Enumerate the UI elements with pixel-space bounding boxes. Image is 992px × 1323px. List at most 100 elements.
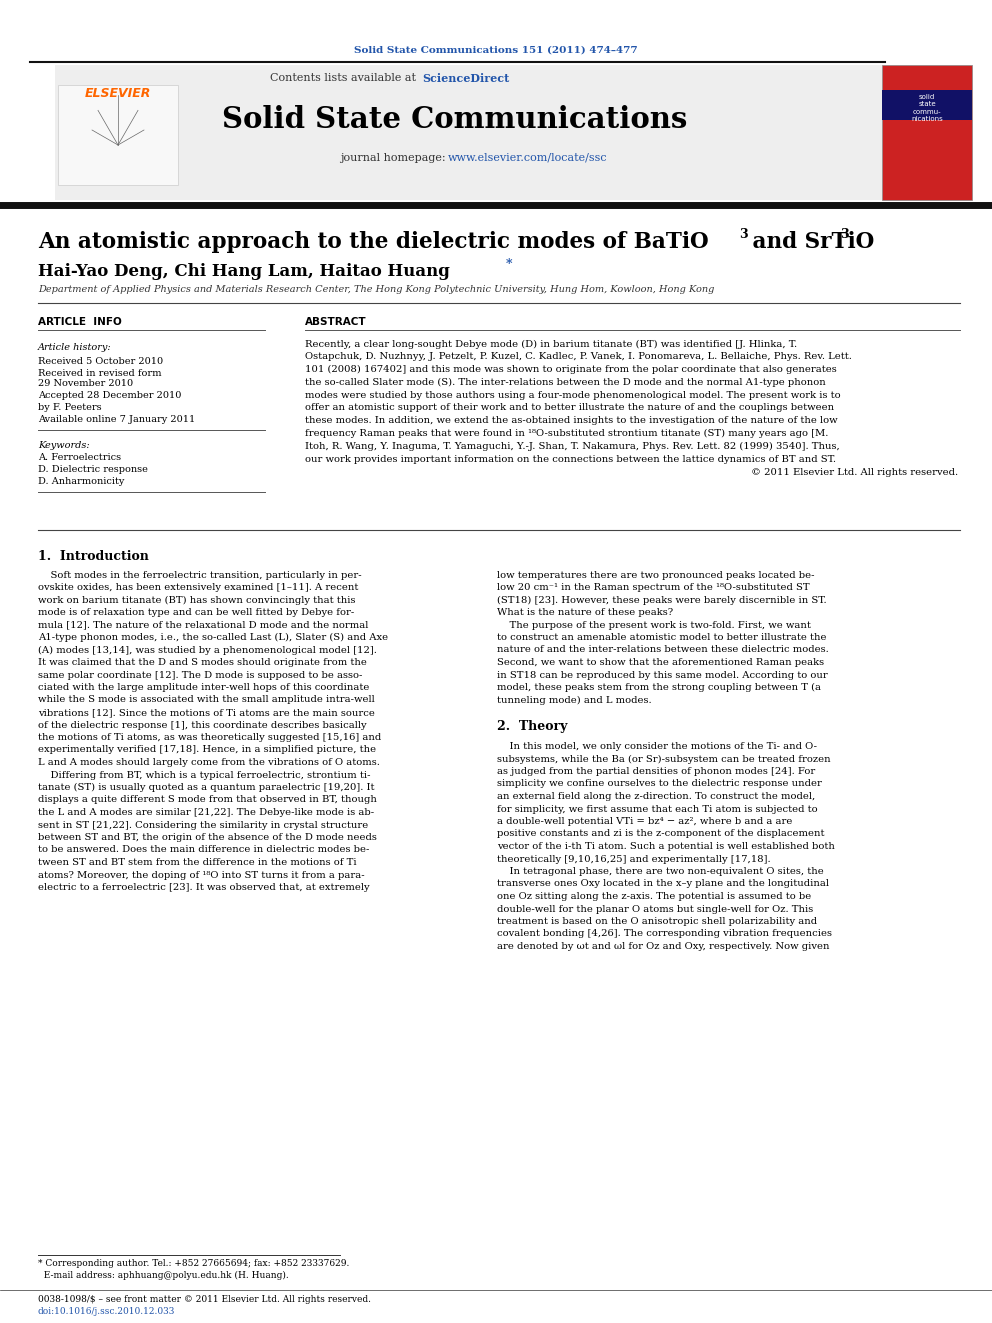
Text: ARTICLE  INFO: ARTICLE INFO [38, 318, 122, 327]
Text: * Corresponding author. Tel.: +852 27665694; fax: +852 23337629.: * Corresponding author. Tel.: +852 27665… [38, 1258, 349, 1267]
Text: an external field along the z-direction. To construct the model,: an external field along the z-direction.… [497, 792, 815, 800]
Text: 101 (2008) 167402] and this mode was shown to originate from the polar coordinat: 101 (2008) 167402] and this mode was sho… [305, 365, 836, 374]
Text: low 20 cm⁻¹ in the Raman spectrum of the ¹⁸O-substituted ST: low 20 cm⁻¹ in the Raman spectrum of the… [497, 583, 809, 591]
Text: modes were studied by those authors using a four-mode phenomenological model. Th: modes were studied by those authors usin… [305, 390, 840, 400]
Text: for simplicity, we first assume that each Ti atom is subjected to: for simplicity, we first assume that eac… [497, 804, 817, 814]
Text: ELSEVIER: ELSEVIER [84, 87, 151, 101]
Text: tunneling mode) and L modes.: tunneling mode) and L modes. [497, 696, 652, 705]
Text: theoretically [9,10,16,25] and experimentally [17,18].: theoretically [9,10,16,25] and experimen… [497, 855, 771, 864]
Text: A1-type phonon modes, i.e., the so-called Last (L), Slater (S) and Axe: A1-type phonon modes, i.e., the so-calle… [38, 632, 388, 642]
Text: treatment is based on the O anisotropic shell polarizability and: treatment is based on the O anisotropic … [497, 917, 817, 926]
Bar [882, 65, 972, 200]
Text: vector of the i-th Ti atom. Such a potential is well established both: vector of the i-th Ti atom. Such a poten… [497, 841, 835, 851]
Text: solid
state
commu-
nications: solid state commu- nications [911, 94, 942, 122]
Text: these modes. In addition, we extend the as-obtained insights to the investigatio: these modes. In addition, we extend the … [305, 417, 837, 425]
Text: Received 5 October 2010: Received 5 October 2010 [38, 356, 163, 365]
Text: Accepted 28 December 2010: Accepted 28 December 2010 [38, 392, 182, 401]
Text: In tetragonal phase, there are two non-equivalent O sites, the: In tetragonal phase, there are two non-e… [497, 867, 823, 876]
Text: to construct an amenable atomistic model to better illustrate the: to construct an amenable atomistic model… [497, 632, 826, 642]
Text: vibrations [12]. Since the motions of Ti atoms are the main source: vibrations [12]. Since the motions of Ti… [38, 708, 375, 717]
Text: A. Ferroelectrics: A. Ferroelectrics [38, 454, 121, 463]
Text: ovskite oxides, has been extensively examined [1–11]. A recent: ovskite oxides, has been extensively exa… [38, 583, 358, 591]
Text: ABSTRACT: ABSTRACT [305, 318, 367, 327]
Text: one Oz sitting along the z-axis. The potential is assumed to be: one Oz sitting along the z-axis. The pot… [497, 892, 811, 901]
Text: work on barium titanate (BT) has shown convincingly that this: work on barium titanate (BT) has shown c… [38, 595, 355, 605]
Text: tanate (ST) is usually quoted as a quantum paraelectric [19,20]. It: tanate (ST) is usually quoted as a quant… [38, 783, 375, 792]
Text: 3: 3 [739, 228, 748, 241]
Text: offer an atomistic support of their work and to better illustrate the nature of : offer an atomistic support of their work… [305, 404, 834, 413]
Text: while the S mode is associated with the small amplitude intra-well: while the S mode is associated with the … [38, 696, 375, 705]
Text: In this model, we only consider the motions of the Ti- and O-: In this model, we only consider the moti… [497, 742, 817, 751]
Text: positive constants and zi is the z-component of the displacement: positive constants and zi is the z-compo… [497, 830, 824, 839]
Text: Department of Applied Physics and Materials Research Center, The Hong Kong Polyt: Department of Applied Physics and Materi… [38, 286, 714, 295]
Text: Second, we want to show that the aforementioned Raman peaks: Second, we want to show that the aforeme… [497, 658, 824, 667]
Text: 29 November 2010: 29 November 2010 [38, 380, 133, 389]
Text: L and A modes should largely come from the vibrations of O atoms.: L and A modes should largely come from t… [38, 758, 380, 767]
Text: covalent bonding [4,26]. The corresponding vibration frequencies: covalent bonding [4,26]. The correspondi… [497, 930, 832, 938]
Text: by F. Peeters: by F. Peeters [38, 402, 101, 411]
Text: 2.  Theory: 2. Theory [497, 720, 567, 733]
Text: subsystems, while the Ba (or Sr)-subsystem can be treated frozen: subsystems, while the Ba (or Sr)-subsyst… [497, 754, 830, 763]
Bar [882, 90, 972, 120]
Text: 3: 3 [840, 228, 848, 241]
Text: © 2011 Elsevier Ltd. All rights reserved.: © 2011 Elsevier Ltd. All rights reserved… [751, 467, 958, 476]
Text: transverse ones Oxy located in the x–y plane and the longitudinal: transverse ones Oxy located in the x–y p… [497, 880, 829, 889]
Text: the motions of Ti atoms, as was theoretically suggested [15,16] and: the motions of Ti atoms, as was theoreti… [38, 733, 381, 742]
Text: between ST and BT, the origin of the absence of the D mode needs: between ST and BT, the origin of the abs… [38, 833, 377, 841]
Text: (ST18) [23]. However, these peaks were barely discernible in ST.: (ST18) [23]. However, these peaks were b… [497, 595, 826, 605]
Text: Solid State Communications 151 (2011) 474–477: Solid State Communications 151 (2011) 47… [354, 45, 638, 54]
Text: the L and A modes are similar [21,22]. The Debye-like mode is ab-: the L and A modes are similar [21,22]. T… [38, 808, 374, 818]
Text: Differing from BT, which is a typical ferroelectric, strontium ti-: Differing from BT, which is a typical fe… [38, 770, 370, 779]
Text: E-mail address: aphhuang@polyu.edu.hk (H. Huang).: E-mail address: aphhuang@polyu.edu.hk (H… [38, 1270, 289, 1279]
Text: ciated with the large amplitude inter-well hops of this coordinate: ciated with the large amplitude inter-we… [38, 683, 369, 692]
Text: mode is of relaxation type and can be well fitted by Debye for-: mode is of relaxation type and can be we… [38, 609, 354, 617]
Text: The purpose of the present work is two-fold. First, we want: The purpose of the present work is two-f… [497, 620, 810, 630]
Text: sent in ST [21,22]. Considering the similarity in crystal structure: sent in ST [21,22]. Considering the simi… [38, 820, 368, 830]
Text: Itoh, R. Wang, Y. Inaguma, T. Yamaguchi, Y.-J. Shan, T. Nakamura, Phys. Rev. Let: Itoh, R. Wang, Y. Inaguma, T. Yamaguchi,… [305, 442, 840, 451]
Text: simplicity we confine ourselves to the dielectric response under: simplicity we confine ourselves to the d… [497, 779, 822, 789]
Text: D. Dielectric response: D. Dielectric response [38, 466, 148, 475]
Text: Contents lists available at: Contents lists available at [271, 73, 420, 83]
Text: Hai-Yao Deng, Chi Hang Lam, Haitao Huang: Hai-Yao Deng, Chi Hang Lam, Haitao Huang [38, 263, 450, 280]
Text: nature of and the inter-relations between these dielectric modes.: nature of and the inter-relations betwee… [497, 646, 828, 655]
Text: (A) modes [13,14], was studied by a phenomenological model [12].: (A) modes [13,14], was studied by a phen… [38, 646, 377, 655]
Text: 1.  Introduction: 1. Introduction [38, 550, 149, 564]
Text: double-well for the planar O atoms but single-well for Oz. This: double-well for the planar O atoms but s… [497, 905, 813, 913]
Text: *: * [506, 258, 513, 270]
Text: Soft modes in the ferroelectric transition, particularly in per-: Soft modes in the ferroelectric transiti… [38, 570, 362, 579]
Text: low temperatures there are two pronounced peaks located be-: low temperatures there are two pronounce… [497, 570, 814, 579]
Text: are denoted by ωt and ωl for Oz and Oxy, respectively. Now given: are denoted by ωt and ωl for Oz and Oxy,… [497, 942, 829, 951]
Text: Available online 7 January 2011: Available online 7 January 2011 [38, 414, 195, 423]
Text: Ostapchuk, D. Nuzhnyy, J. Petzelt, P. Kuzel, C. Kadlec, P. Vanek, I. Ponomareva,: Ostapchuk, D. Nuzhnyy, J. Petzelt, P. Ku… [305, 352, 852, 361]
Text: electric to a ferroelectric [23]. It was observed that, at extremely: electric to a ferroelectric [23]. It was… [38, 882, 370, 892]
Text: mula [12]. The nature of the relaxational D mode and the normal: mula [12]. The nature of the relaxationa… [38, 620, 368, 630]
Text: An atomistic approach to the dielectric modes of BaTiO: An atomistic approach to the dielectric … [38, 232, 708, 253]
Text: ScienceDirect: ScienceDirect [422, 73, 509, 83]
Text: frequency Raman peaks that were found in ¹⁸O-substituted strontium titanate (ST): frequency Raman peaks that were found in… [305, 429, 828, 438]
Text: a double-well potential VTi = bz⁴ − az², where b and a are: a double-well potential VTi = bz⁴ − az²,… [497, 818, 793, 826]
Text: Keywords:: Keywords: [38, 441, 89, 450]
Text: Received in revised form: Received in revised form [38, 369, 162, 377]
Text: It was claimed that the D and S modes should originate from the: It was claimed that the D and S modes sh… [38, 658, 367, 667]
Text: tween ST and BT stem from the difference in the motions of Ti: tween ST and BT stem from the difference… [38, 859, 357, 867]
Text: and SrTiO: and SrTiO [745, 232, 874, 253]
Text: displays a quite different S mode from that observed in BT, though: displays a quite different S mode from t… [38, 795, 377, 804]
Bar [58, 85, 178, 185]
Text: Recently, a clear long-sought Debye mode (D) in barium titanate (BT) was identif: Recently, a clear long-sought Debye mode… [305, 340, 798, 348]
Text: doi:10.1016/j.ssc.2010.12.033: doi:10.1016/j.ssc.2010.12.033 [38, 1307, 176, 1316]
Text: Article history:: Article history: [38, 344, 112, 352]
Text: What is the nature of these peaks?: What is the nature of these peaks? [497, 609, 674, 617]
Text: D. Anharmonicity: D. Anharmonicity [38, 478, 124, 487]
Text: Solid State Communications: Solid State Communications [222, 106, 687, 135]
Text: same polar coordinate [12]. The D mode is supposed to be asso-: same polar coordinate [12]. The D mode i… [38, 671, 362, 680]
Text: as judged from the partial densities of phonon modes [24]. For: as judged from the partial densities of … [497, 767, 815, 777]
Text: to be answered. Does the main difference in dielectric modes be-: to be answered. Does the main difference… [38, 845, 369, 855]
Text: 0038-1098/$ – see front matter © 2011 Elsevier Ltd. All rights reserved.: 0038-1098/$ – see front matter © 2011 El… [38, 1295, 371, 1304]
Text: our work provides important information on the connections between the lattice d: our work provides important information … [305, 455, 836, 463]
Text: www.elsevier.com/locate/ssc: www.elsevier.com/locate/ssc [448, 153, 608, 163]
Text: experimentally verified [17,18]. Hence, in a simplified picture, the: experimentally verified [17,18]. Hence, … [38, 745, 376, 754]
Text: of the dielectric response [1], this coordinate describes basically: of the dielectric response [1], this coo… [38, 721, 367, 729]
Text: atoms? Moreover, the doping of ¹⁸O into ST turns it from a para-: atoms? Moreover, the doping of ¹⁸O into … [38, 871, 365, 880]
Text: journal homepage:: journal homepage: [340, 153, 449, 163]
Bar [55, 65, 882, 200]
